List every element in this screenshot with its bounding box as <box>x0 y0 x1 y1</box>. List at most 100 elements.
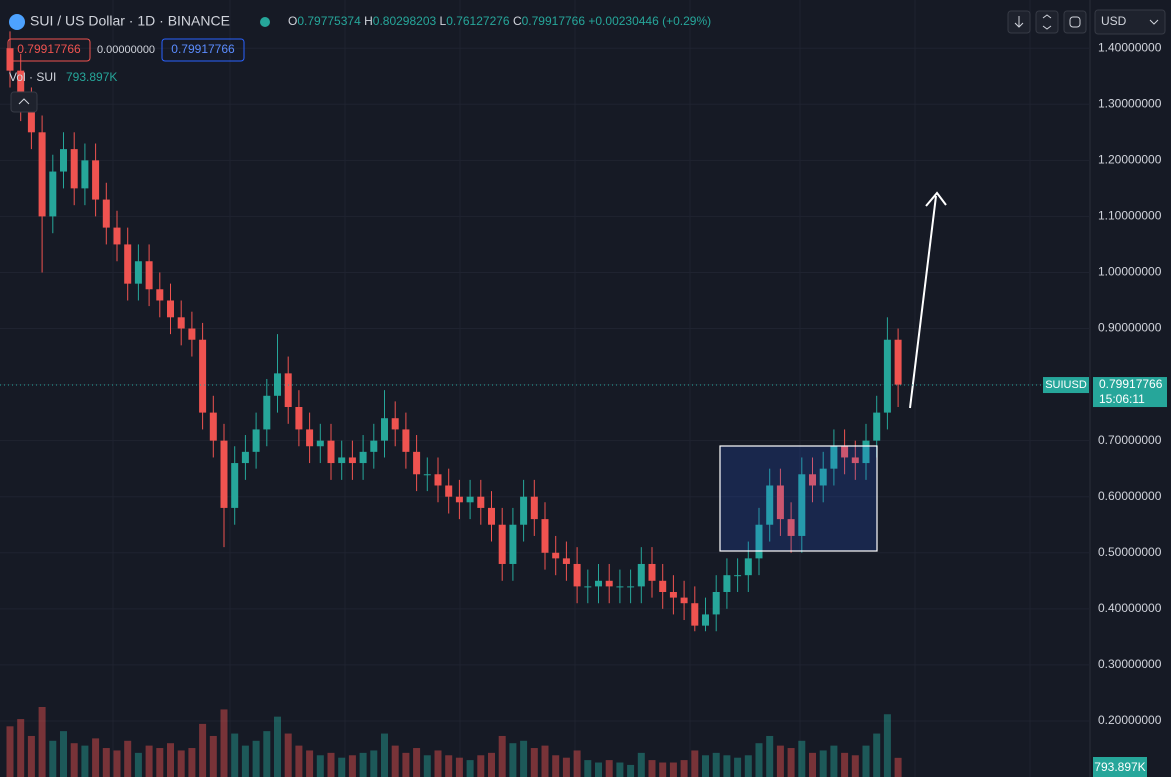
ohlc-value: 0.80298203 <box>373 14 437 28</box>
volume-bar <box>595 762 602 777</box>
volume-bar <box>445 755 453 777</box>
volume-bar <box>712 752 720 777</box>
candle-body <box>776 485 784 520</box>
volume-bar <box>669 762 677 777</box>
symbol-tag-label: SUIUSD <box>1045 379 1087 391</box>
spread: 0.00000000 <box>97 44 155 56</box>
candle-body <box>134 261 142 284</box>
candle-body <box>306 429 314 447</box>
icon <box>1069 16 1081 28</box>
ohlc-label: L <box>440 14 447 28</box>
volume-bar <box>92 738 100 777</box>
y-tick-label: 0.30000000 <box>1098 657 1162 671</box>
volume-bar <box>156 748 164 777</box>
reset-button[interactable] <box>1063 10 1087 34</box>
status-dot <box>260 17 270 27</box>
candle-body <box>562 558 570 564</box>
volume-bar <box>873 733 881 777</box>
collapse-icon <box>18 98 30 105</box>
volume-bar <box>434 750 442 777</box>
candle-body <box>49 171 57 217</box>
ohlc-label: O <box>288 14 297 28</box>
candle-body <box>627 586 635 588</box>
icon <box>1042 14 1052 30</box>
volume-bar <box>787 748 795 777</box>
volume-bar <box>702 755 709 777</box>
volume-bar <box>338 757 346 777</box>
candle-body <box>873 412 881 441</box>
volume-tag <box>1093 757 1147 777</box>
volume-bar <box>637 752 645 777</box>
fullscreen-button[interactable] <box>1035 10 1059 34</box>
candle-body <box>755 524 763 559</box>
volume-bar <box>231 733 239 777</box>
icon <box>1014 16 1024 28</box>
candle-body <box>787 519 795 536</box>
candle-body <box>252 429 260 452</box>
volume-bar <box>274 716 281 777</box>
volume-bar <box>830 745 838 777</box>
volume-bar <box>209 735 217 777</box>
volume-bar <box>552 755 560 777</box>
sell-box[interactable] <box>7 38 91 62</box>
ohlc-label: C <box>513 14 522 28</box>
candle-body <box>27 104 35 133</box>
volume-bar <box>680 760 688 777</box>
volume-bar <box>381 733 388 777</box>
price-tag <box>1093 377 1167 408</box>
ohlc-label: H <box>364 14 373 28</box>
candle-body <box>477 496 485 508</box>
volume-bar <box>734 757 742 777</box>
volume-bar <box>295 745 303 777</box>
candle-body <box>669 592 677 598</box>
volume-bar <box>241 745 249 777</box>
candle-body <box>841 446 849 458</box>
volume-bar <box>6 726 14 777</box>
y-tick-label: 0.60000000 <box>1098 489 1162 503</box>
candle-body <box>691 603 699 626</box>
candle-body <box>809 474 816 486</box>
volume-bar <box>776 745 784 777</box>
chart-title: SUI / US Dollar · 1D · BINANCE <box>30 13 230 29</box>
candle-body <box>423 474 431 476</box>
candle-body <box>616 586 624 588</box>
candle-body <box>798 474 806 536</box>
candle-body <box>712 592 720 615</box>
candle-body <box>509 524 517 564</box>
y-tick-label: 0.70000000 <box>1098 433 1162 447</box>
ohlc-change: +0.00230446 (+0.29%) <box>588 14 711 28</box>
candle-body <box>6 48 14 71</box>
ohlc-value: 0.76127276 <box>446 14 510 28</box>
volume-bar <box>423 755 431 777</box>
collapse-button[interactable] <box>10 91 38 113</box>
candle-body <box>17 70 25 105</box>
candle-body <box>370 440 378 452</box>
volume-bar <box>584 760 592 777</box>
currency-select[interactable] <box>1094 9 1166 35</box>
candle-body <box>241 451 249 464</box>
candle-body <box>498 524 506 564</box>
volume-bar <box>862 745 870 777</box>
volume-bar <box>124 740 132 777</box>
volume-bar <box>798 740 806 777</box>
volume-bar <box>755 743 763 777</box>
ohlc-value: 0.79917766 <box>522 14 586 28</box>
candle-body <box>862 440 870 464</box>
volume-bar <box>573 750 581 777</box>
buy-price: 0.79917766 <box>171 42 235 56</box>
buy-box[interactable] <box>161 38 245 62</box>
candle-body <box>605 580 613 587</box>
candle-body <box>284 373 292 407</box>
candle-body <box>156 289 164 301</box>
candle-body <box>648 563 656 581</box>
candle-body <box>766 485 774 525</box>
volume-bar <box>327 752 335 777</box>
candle-body <box>92 160 100 200</box>
y-tick-label: 1.30000000 <box>1098 96 1162 110</box>
y-tick-label: 0.20000000 <box>1098 713 1162 727</box>
candle-body <box>295 407 303 430</box>
y-tick-label: 1.40000000 <box>1098 40 1162 54</box>
volume-bar <box>220 709 228 777</box>
candle-body <box>209 412 217 441</box>
